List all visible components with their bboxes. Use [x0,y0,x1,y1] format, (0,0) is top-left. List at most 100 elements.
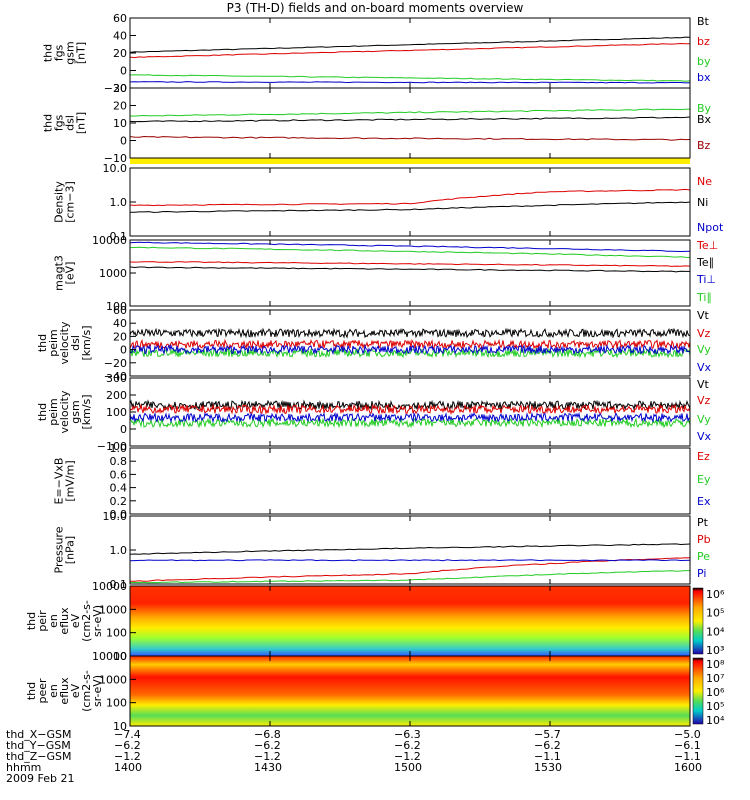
density-frame [129,167,691,237]
peer-ytick: 100 [106,697,127,710]
temp-ytick: 1000 [99,267,127,280]
legend-fgs-0: Bt [697,15,710,28]
efield-ytick: 0.0 [110,508,128,521]
legend-fgs_dsl-0: By [697,102,712,115]
peir-colorbar [692,587,704,655]
fgs-ytick: 20 [113,47,127,60]
peer-ytick: 10 [113,720,127,733]
peer-colorbar-tick: 10⁴ [706,714,725,727]
fgs-ytick: 60 [113,12,127,25]
peim-ytick: 40 [113,317,127,330]
peim-series-3 [129,343,691,356]
peir-ytick: 10 [113,650,127,663]
legend-efield-0: Ez [697,450,710,463]
fgs-series-1 [129,42,690,59]
legend-peim-2: Vy [697,343,711,356]
efield-ylabel: E=−VxB[mV/m] [53,458,77,505]
peim_gsm-series-1 [129,403,691,416]
fgs_dsl-series-2 [129,135,691,141]
temp-ytick: 10000 [92,234,127,247]
peir-colorbar-tick: 10⁴ [706,625,725,638]
peim_gsm-series-0 [129,399,691,412]
pressure-series-0 [129,543,691,555]
panel-fgs: Bt bz by bx 60 40 20 0 −20 thdfgsgsm[nT] [42,12,711,95]
legend-pressure-2: Pe [697,550,710,563]
fgs_dsl-frame [129,87,691,159]
pressure-ytick: 1.0 [110,544,128,557]
fgs_dsl-series-1 [129,116,691,123]
fgs_dsl-ytick: −10 [104,152,127,165]
peer-colorbar-tick: 10⁶ [706,686,725,699]
peim-ytick: 60 [113,304,127,317]
legend-peim-0: Vt [697,309,710,322]
legend-density-1: Ni [697,196,708,209]
peim-ytick: −40 [104,370,127,383]
peer-colorbar-tick: 10⁸ [706,658,725,671]
temp-series-2 [129,241,691,253]
peim_gsm-ytick: 100 [106,406,127,419]
legend-efield-1: Ey [697,473,711,486]
legend-fgs_dsl-2: Bz [697,139,711,152]
legend-pressure-3: Pi [697,567,706,580]
legend-fgs-1: bz [697,35,710,48]
fgs-ytick: 0 [120,65,127,78]
temp-series-0 [129,261,691,267]
fgs_dsl-ytick: 20 [113,100,127,113]
panel-peir: 10⁶ 10⁵ 10⁴ 10³ 10000 1000 100 10 thdpeireneflux… [25,580,725,663]
peim_gsm-series-3 [129,411,691,424]
legend-density-0: Ne [697,175,712,188]
peim_gsm-series-2 [129,417,691,429]
peim_gsm-ytick: −100 [97,440,127,453]
legend-fgs_dsl-1: Bx [697,113,712,126]
peim-ytick: 20 [113,330,127,343]
peer-ytick: 1000 [99,673,127,686]
peim_gsm-ytick: 300 [106,372,127,385]
peer-colorbar [692,657,704,725]
peir-ytick: 10000 [92,580,127,593]
peim_gsm-ylabel: thdpeimvelocitygsm[km/s] [36,390,93,433]
fgs_dsl-ytick: 0 [120,135,127,148]
peim-ytick: −20 [104,357,127,370]
fgs_dsl-ytick: 30 [113,82,127,95]
efield-ytick: 0.4 [110,482,128,495]
fgs_dsl-ylabel: thdfgsdsl[nT] [42,112,88,134]
legend-density-2: Npot [697,221,724,234]
legend-efield-2: Ex [697,495,711,508]
fgs_dsl-series-0 [129,108,691,117]
legend-temp-3: Ti∥ [696,291,712,304]
peir-ylabel: thdpeirenefluxeV(cm2-s-sr-eV) [25,600,104,642]
efield-ytick: 0.8 [110,455,128,468]
peim-series-2 [129,347,691,359]
peir-ytick: 100 [106,627,127,640]
efield-ytick: 1.0 [110,442,128,455]
pressure-ytick: 10.0 [103,510,128,523]
legend-pressure-1: Pb [697,533,711,546]
peim-ylabel: thdpeimvelocitydsl[km/s] [36,321,93,364]
density-ylabel: Density[cm−3] [53,181,77,223]
efield-ytick: 0.6 [110,468,128,481]
peim-series-0 [129,327,691,339]
panel-pressure: Pt Pb Pe Pi 10.0 1.0 0.1 Pressure[nPa] [53,510,711,591]
legend-peim-1: Vz [697,327,711,340]
legend-temp-1: Te∥ [696,256,714,269]
peim_gsm-ytick: 200 [106,389,127,402]
legend-fgs-2: by [697,55,711,68]
density-series-1 [130,201,691,213]
peim_gsm-frame [129,377,691,447]
peim-series-1 [129,338,691,350]
temp-series-1 [129,266,690,273]
peer-colorbar-tick: 10⁵ [706,700,724,713]
fgs_dsl-ytick: 10 [113,117,127,130]
density-ytick: 0.1 [110,230,128,243]
panel-efield: Ez Ey Ex 1.00.80.60.40.20.0 E=−VxB[mV/m] [53,442,711,521]
density-ytick: 10.0 [103,162,128,175]
legend-peim_gsm-2: Vy [697,413,711,426]
legend-temp-0: Te⊥ [696,239,718,252]
peer-ylabel: thdpeerenefluxeV(cm2-s-sr-eV) [25,670,104,712]
peim-ytick: 0 [120,344,127,357]
data-quality-bar [130,158,690,164]
fgs-ytick: −20 [104,82,127,95]
